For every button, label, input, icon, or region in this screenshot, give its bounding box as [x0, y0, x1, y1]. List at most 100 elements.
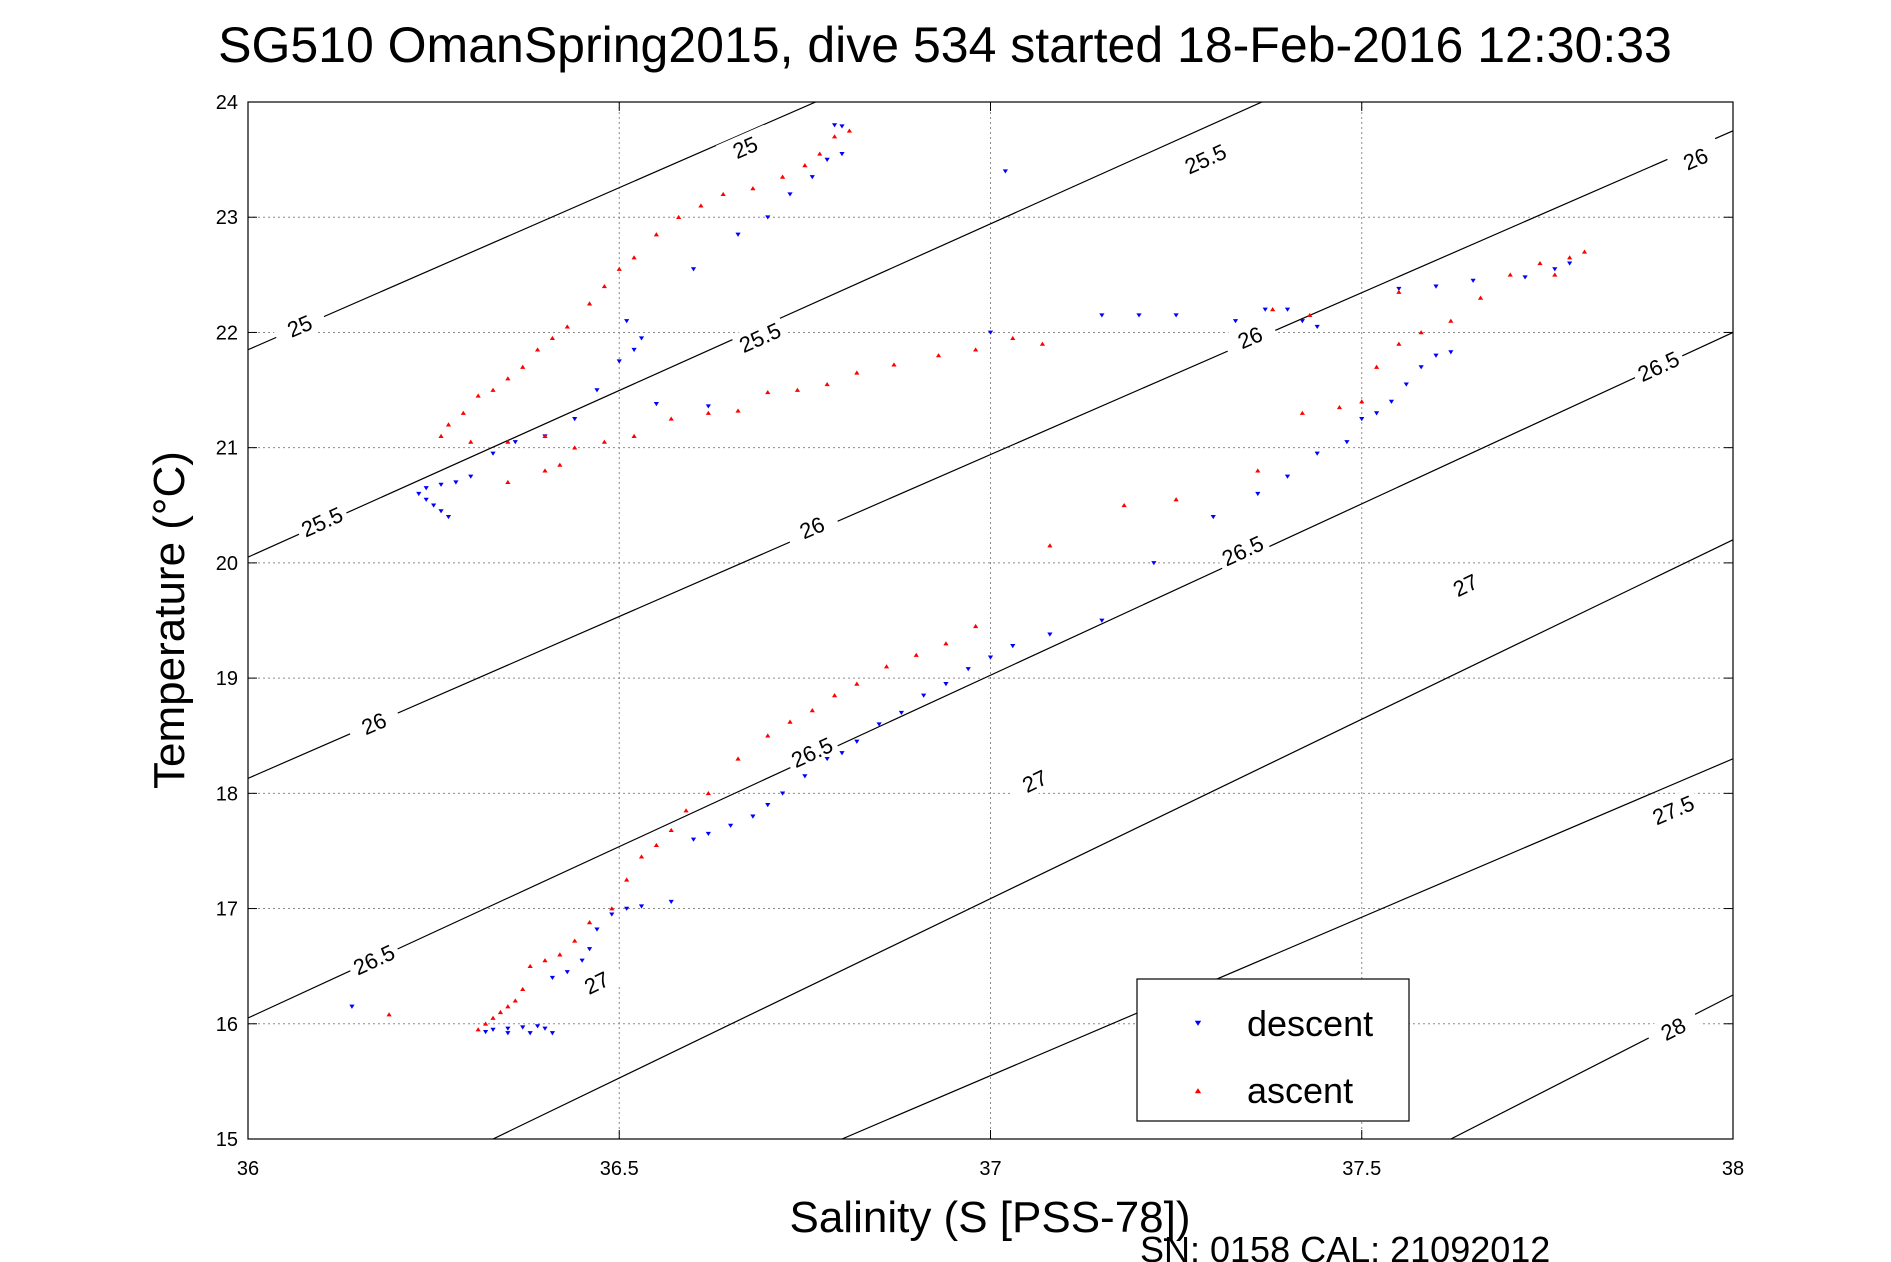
ascent-point — [683, 808, 689, 813]
ascent-point — [735, 408, 741, 413]
ascent-point — [1581, 249, 1588, 254]
ascent-point — [586, 920, 593, 925]
ascent-point — [720, 191, 726, 196]
ascent-point — [817, 151, 823, 156]
descent-point — [765, 215, 771, 220]
y-axis-label: Temperature (°C) — [145, 451, 194, 789]
descent-point — [1567, 261, 1573, 266]
ascent-point — [601, 284, 607, 289]
ascent-point — [1396, 289, 1402, 294]
ascent-point — [460, 410, 466, 415]
ascent-point — [973, 623, 979, 629]
density-contours: 252525.525.525.52626262626.526.526.526.5… — [248, 102, 1733, 1139]
descent-point — [1232, 319, 1239, 324]
ascent-point — [386, 1012, 392, 1017]
density-contour-26 — [248, 130, 1733, 779]
descent-point — [854, 739, 860, 744]
chart-title: SG510 OmanSpring2015, dive 534 started 1… — [218, 17, 1672, 73]
ascent-point — [831, 134, 838, 139]
descent-point — [490, 451, 496, 456]
ascent-point — [542, 468, 548, 473]
descent-point — [1136, 313, 1142, 318]
descent-point — [1010, 644, 1016, 649]
ascent-point — [527, 963, 533, 968]
contour-label-bg — [344, 700, 403, 746]
descent-point — [921, 693, 927, 698]
ascent-point — [705, 410, 711, 415]
descent-point — [750, 814, 756, 819]
descent-point — [839, 751, 845, 756]
descent-point — [423, 486, 429, 491]
ascent-point — [1173, 497, 1179, 502]
x-tick-label: 37 — [979, 1158, 1001, 1180]
ascent-point — [1477, 295, 1484, 300]
ascent-point — [520, 364, 526, 369]
descent-point — [542, 1026, 548, 1031]
ascent-point — [735, 756, 741, 761]
descent-point — [809, 175, 815, 180]
ascent-point — [586, 301, 593, 306]
descent-point — [876, 722, 882, 727]
ascent-point — [698, 203, 704, 208]
ascent-point — [1537, 260, 1543, 266]
x-tick-label: 36.5 — [600, 1158, 639, 1180]
descent-point — [534, 1024, 541, 1029]
descent-point — [527, 1031, 533, 1036]
ascent-point — [780, 174, 786, 179]
ascent-point — [624, 877, 630, 882]
descent-point — [445, 514, 452, 520]
descent-point — [505, 1026, 511, 1031]
contour-label-bg — [1666, 136, 1725, 182]
ascent-point — [468, 439, 474, 444]
ascent-point — [854, 370, 860, 375]
descent-point — [1255, 491, 1261, 497]
ascent-point — [1396, 341, 1402, 346]
descent-point — [668, 899, 674, 904]
ascent-point — [520, 986, 526, 992]
ascent-point — [616, 266, 622, 271]
descent-point — [549, 975, 556, 981]
descent-point — [824, 157, 830, 162]
legend-marker-ascent — [1194, 1088, 1202, 1094]
ascent-point — [490, 387, 496, 392]
ascent-point — [705, 790, 711, 796]
descent-point — [765, 803, 771, 808]
descent-point — [1522, 275, 1528, 280]
descent-point — [1396, 286, 1402, 291]
descent-point — [943, 682, 949, 687]
descent-point — [839, 124, 845, 129]
ascent-point — [653, 232, 659, 237]
contour-label-bg — [567, 959, 626, 1006]
descent-point — [728, 823, 734, 828]
ascent-point — [609, 906, 615, 911]
descent-point — [512, 440, 518, 445]
ascent-point — [475, 1027, 481, 1032]
x-tick-label: 38 — [1722, 1158, 1744, 1180]
contour-label-bg — [716, 124, 775, 170]
ascent-point — [1255, 468, 1261, 473]
descent-point — [1403, 382, 1409, 387]
ascent-point — [1448, 318, 1454, 323]
ascent-point — [1418, 330, 1424, 335]
ascent-point — [490, 1015, 496, 1020]
density-contour-26.5 — [248, 331, 1733, 1019]
y-tick-label: 15 — [216, 1129, 238, 1151]
descent-point — [416, 491, 422, 497]
x-tick-label: 37.5 — [1342, 1158, 1381, 1180]
descent-point — [705, 404, 711, 409]
ascent-point — [846, 128, 853, 133]
ascent-point — [935, 353, 942, 358]
descent-point — [787, 192, 793, 197]
descent-point — [1151, 561, 1157, 566]
descent-point — [1047, 632, 1053, 637]
ascent-point — [1039, 341, 1046, 346]
ascent-point — [542, 433, 548, 438]
descent-point — [780, 791, 786, 796]
ascent-point — [505, 376, 511, 381]
contour-label-bg — [344, 936, 403, 983]
ascent-point — [1336, 404, 1343, 410]
descent-point — [1344, 440, 1350, 445]
descent-point — [1314, 324, 1320, 330]
ascent-point — [943, 641, 949, 646]
contour-label-bg — [730, 314, 789, 360]
